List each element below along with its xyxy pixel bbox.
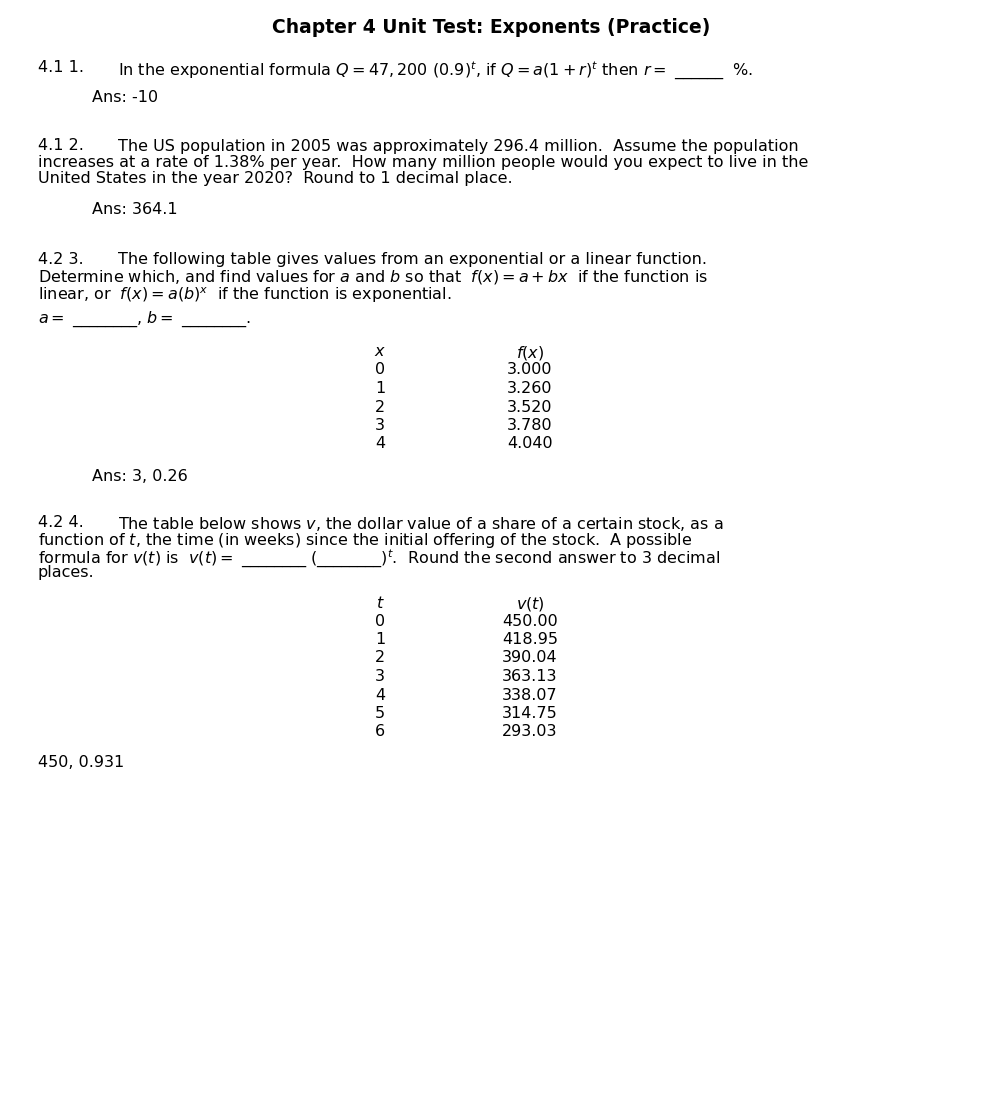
Text: 4.040: 4.040 xyxy=(507,436,553,452)
Text: 293.03: 293.03 xyxy=(502,725,558,739)
Text: 450, 0.931: 450, 0.931 xyxy=(38,755,125,770)
Text: 1: 1 xyxy=(375,381,385,396)
Text: $f(x)$: $f(x)$ xyxy=(516,345,544,362)
Text: 3.780: 3.780 xyxy=(507,418,553,433)
Text: The US population in 2005 was approximately 296.4 million.  Assume the populatio: The US population in 2005 was approximat… xyxy=(118,138,798,154)
Text: 338.07: 338.07 xyxy=(502,688,558,702)
Text: In the exponential formula $Q = 47,200\ (0.9)^t$, if $Q = a(1+r)^t$ then $r =$ _: In the exponential formula $Q = 47,200\ … xyxy=(118,60,753,83)
Text: $x$: $x$ xyxy=(374,345,386,359)
Text: 418.95: 418.95 xyxy=(502,632,558,647)
Text: The table below shows $v$, the dollar value of a share of a certain stock, as a: The table below shows $v$, the dollar va… xyxy=(118,515,724,533)
Text: 3: 3 xyxy=(375,418,385,433)
Text: 4.1 2.: 4.1 2. xyxy=(38,138,83,154)
Text: 3.000: 3.000 xyxy=(508,362,553,378)
Text: 2: 2 xyxy=(375,399,385,415)
Text: 4.2 4.: 4.2 4. xyxy=(38,515,83,530)
Text: 6: 6 xyxy=(375,725,385,739)
Text: 3: 3 xyxy=(375,669,385,683)
Text: 4: 4 xyxy=(375,436,385,452)
Text: 0: 0 xyxy=(375,362,385,378)
Text: Ans: -10: Ans: -10 xyxy=(92,90,158,106)
Text: 1: 1 xyxy=(375,632,385,647)
Text: 4.1 1.: 4.1 1. xyxy=(38,60,84,75)
Text: linear, or  $f(x) = a(b)^x$  if the function is exponential.: linear, or $f(x) = a(b)^x$ if the functi… xyxy=(38,285,452,304)
Text: $t$: $t$ xyxy=(376,595,384,611)
Text: 3.520: 3.520 xyxy=(508,399,553,415)
Text: 4: 4 xyxy=(375,688,385,702)
Text: 450.00: 450.00 xyxy=(502,613,558,629)
Text: 2: 2 xyxy=(375,650,385,666)
Text: 3.260: 3.260 xyxy=(508,381,553,396)
Text: 4.2 3.: 4.2 3. xyxy=(38,252,83,266)
Text: 314.75: 314.75 xyxy=(502,706,558,721)
Text: $v(t)$: $v(t)$ xyxy=(516,595,544,613)
Text: Determine which, and find values for $a$ and $b$ so that  $f(x) = a + bx$  if th: Determine which, and find values for $a$… xyxy=(38,269,708,287)
Text: increases at a rate of 1.38% per year.  How many million people would you expect: increases at a rate of 1.38% per year. H… xyxy=(38,155,808,169)
Text: The following table gives values from an exponential or a linear function.: The following table gives values from an… xyxy=(118,252,707,266)
Text: 0: 0 xyxy=(375,613,385,629)
Text: $a =$ ________, $b =$ ________.: $a =$ ________, $b =$ ________. xyxy=(38,310,251,329)
Text: places.: places. xyxy=(38,564,94,580)
Text: United States in the year 2020?  Round to 1 decimal place.: United States in the year 2020? Round to… xyxy=(38,172,513,186)
Text: Chapter 4 Unit Test: Exponents (Practice): Chapter 4 Unit Test: Exponents (Practice… xyxy=(272,18,710,37)
Text: function of $t$, the time (in weeks) since the initial offering of the stock.  A: function of $t$, the time (in weeks) sin… xyxy=(38,532,692,551)
Text: Ans: 364.1: Ans: 364.1 xyxy=(92,202,178,217)
Text: 390.04: 390.04 xyxy=(502,650,558,666)
Text: 5: 5 xyxy=(375,706,385,721)
Text: formula for $v(t)$ is  $v(t) =$ ________ (________)$^t$.  Round the second answe: formula for $v(t)$ is $v(t) =$ ________ … xyxy=(38,547,720,570)
Text: Ans: 3, 0.26: Ans: 3, 0.26 xyxy=(92,469,188,484)
Text: 363.13: 363.13 xyxy=(502,669,558,683)
